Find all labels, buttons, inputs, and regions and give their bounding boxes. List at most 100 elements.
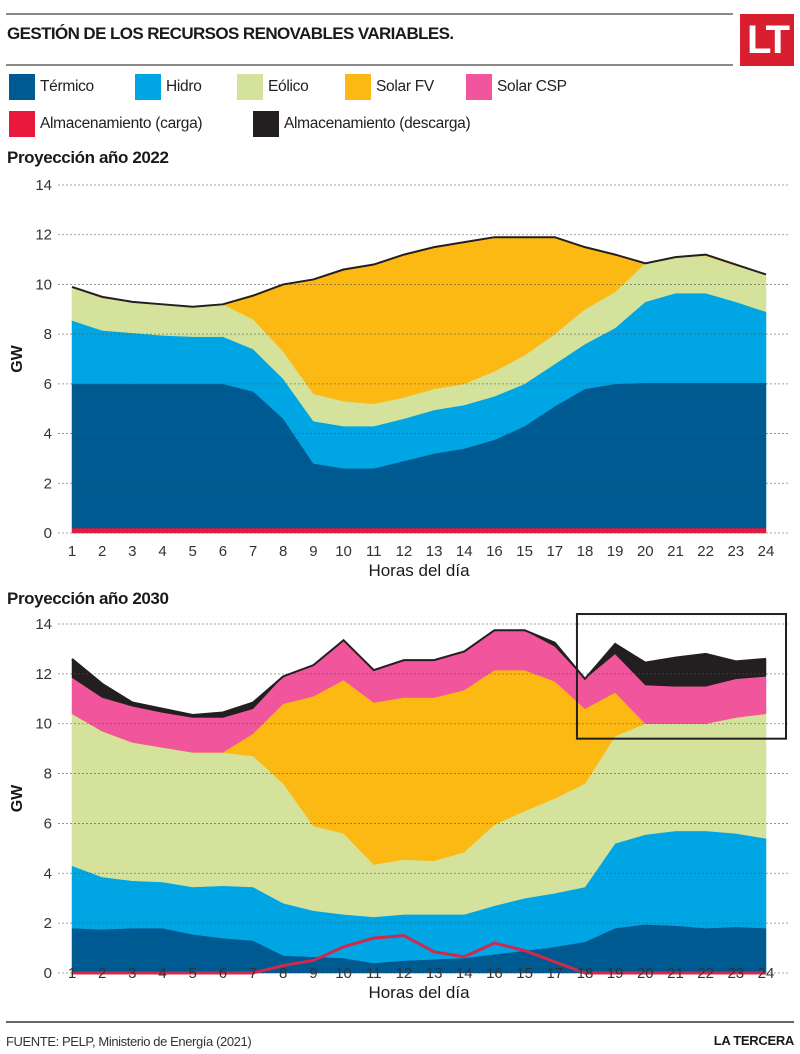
y-tick-label: 2: [44, 475, 52, 492]
y-tick-labels: 0 2 4 6 8 10 12 14: [35, 616, 52, 982]
x-tick-label: 19: [607, 543, 624, 560]
total-line: [71, 236, 767, 308]
y-tick-label: 4: [44, 426, 52, 443]
legend-swatch: [237, 74, 263, 100]
x-tick-label: 4: [158, 543, 166, 560]
y-tick-label: 14: [35, 616, 52, 633]
area-layers: [71, 236, 767, 534]
x-tick-label: 21: [667, 965, 684, 982]
y-tick-label: 12: [35, 666, 52, 683]
x-tick-label: 11: [366, 543, 382, 560]
x-tick-label: 7: [249, 543, 257, 560]
x-tick-label: 6: [219, 543, 227, 560]
x-tick-label: 1: [68, 543, 76, 560]
legend-label: Almacenamiento (carga): [40, 115, 203, 132]
legend-swatch: [9, 74, 35, 100]
legend-item-solar-csp: Solar CSP: [466, 74, 567, 100]
area-almacenamiento-carga: [71, 527, 767, 534]
x-tick-label: 19: [607, 965, 624, 982]
x-tick-label: 11: [366, 965, 382, 982]
y-tick-label: 10: [35, 716, 52, 733]
x-tick-label: 3: [128, 543, 136, 560]
chart-2030-title: Proyección año 2030: [7, 589, 169, 608]
legend-label: Solar FV: [376, 78, 434, 95]
x-tick-label: 18: [577, 543, 594, 560]
x-tick-label: 12: [396, 965, 413, 982]
legend-label: Solar CSP: [497, 78, 567, 95]
x-tick-label: 18: [577, 965, 594, 982]
y-tick-label: 4: [44, 865, 52, 882]
x-tick-label: 12: [396, 543, 413, 560]
x-axis-label: Horas del día: [368, 983, 470, 1002]
x-tick-label: 15: [516, 965, 533, 982]
la-tercera-logo: LT: [740, 14, 794, 66]
x-tick-label: 16: [486, 965, 503, 982]
source-note: FUENTE: PELP, Ministerio de Energía (202…: [6, 1034, 252, 1049]
legend-swatch: [466, 74, 492, 100]
infographic-title: GESTIÓN DE LOS RECURSOS RENOVABLES VARIA…: [7, 24, 454, 43]
brand-name: LA TERCERA: [713, 1033, 795, 1048]
x-tick-label: 24: [758, 965, 775, 982]
x-tick-labels: 1 2 3 4 5 6 7 8 9 10 11 12 13 14 16 15 17 18 19 20 21 22 23 24: [68, 965, 775, 982]
legend: Térmico Hidro Eólico Solar FV Solar CSP …: [9, 74, 789, 146]
x-tick-label: 13: [426, 965, 443, 982]
highlight-box: [575, 613, 788, 740]
legend-item-termico: Térmico: [9, 74, 94, 100]
x-tick-label: 24: [758, 543, 775, 560]
x-tick-label: 1: [68, 965, 76, 982]
x-tick-label: 13: [426, 543, 443, 560]
x-tick-label: 10: [335, 965, 352, 982]
x-axis-label: Horas del día: [368, 561, 470, 580]
legend-swatch: [253, 111, 279, 137]
x-tick-label: 9: [309, 543, 317, 560]
y-tick-labels: 0 2 4 6 8 10 12 14: [35, 177, 52, 542]
x-tick-label: 7: [249, 965, 257, 982]
chart-2022-title: Proyección año 2022: [7, 148, 169, 167]
y-tick-label: 8: [44, 326, 52, 343]
x-tick-label: 14: [456, 543, 473, 560]
x-tick-label: 23: [727, 543, 744, 560]
x-tick-label: 15: [516, 543, 533, 560]
x-tick-label: 17: [546, 543, 563, 560]
x-tick-label: 3: [128, 965, 136, 982]
x-tick-label: 8: [279, 965, 287, 982]
x-tick-label: 17: [546, 965, 563, 982]
total-line: [71, 629, 767, 716]
gridlines: [58, 184, 790, 534]
x-tick-label: 2: [98, 965, 106, 982]
x-tick-label: 20: [637, 543, 654, 560]
x-tick-label: 6: [219, 965, 227, 982]
legend-item-hidro: Hidro: [135, 74, 202, 100]
x-tick-labels: 1 2 3 4 5 6 7 8 9 10 11 12 13 14 16 15 17 18 19 20 21 22 23 24: [68, 543, 775, 560]
y-tick-label: 8: [44, 766, 52, 783]
legend-label: Almacenamiento (descarga): [284, 115, 471, 132]
y-tick-label: 6: [44, 376, 52, 393]
legend-label: Eólico: [268, 78, 309, 95]
legend-label: Hidro: [166, 78, 202, 95]
x-tick-label: 14: [456, 965, 473, 982]
x-tick-label: 4: [158, 965, 166, 982]
legend-item-almacenamiento-descarga: Almacenamiento (descarga): [253, 111, 471, 137]
x-tick-label: 22: [697, 965, 714, 982]
title-bottom-rule: [6, 64, 733, 66]
area-layers: [71, 629, 767, 974]
title-top-rule: [6, 13, 733, 15]
y-tick-label: 0: [44, 525, 52, 542]
x-tick-label: 21: [667, 543, 684, 560]
legend-item-almacenamiento-carga: Almacenamiento (carga): [9, 111, 203, 137]
legend-item-eolico: Eólico: [237, 74, 309, 100]
x-tick-label: 16: [486, 543, 503, 560]
x-tick-label: 23: [727, 965, 744, 982]
y-tick-label: 0: [44, 965, 52, 982]
y-tick-label: 6: [44, 815, 52, 832]
y-tick-label: 12: [35, 227, 52, 244]
x-tick-label: 22: [697, 543, 714, 560]
y-axis-label: GW: [9, 344, 26, 372]
legend-swatch: [135, 74, 161, 100]
y-tick-label: 2: [44, 915, 52, 932]
y-tick-label: 14: [35, 177, 52, 194]
legend-item-solar-fv: Solar FV: [345, 74, 434, 100]
x-tick-label: 5: [189, 965, 197, 982]
